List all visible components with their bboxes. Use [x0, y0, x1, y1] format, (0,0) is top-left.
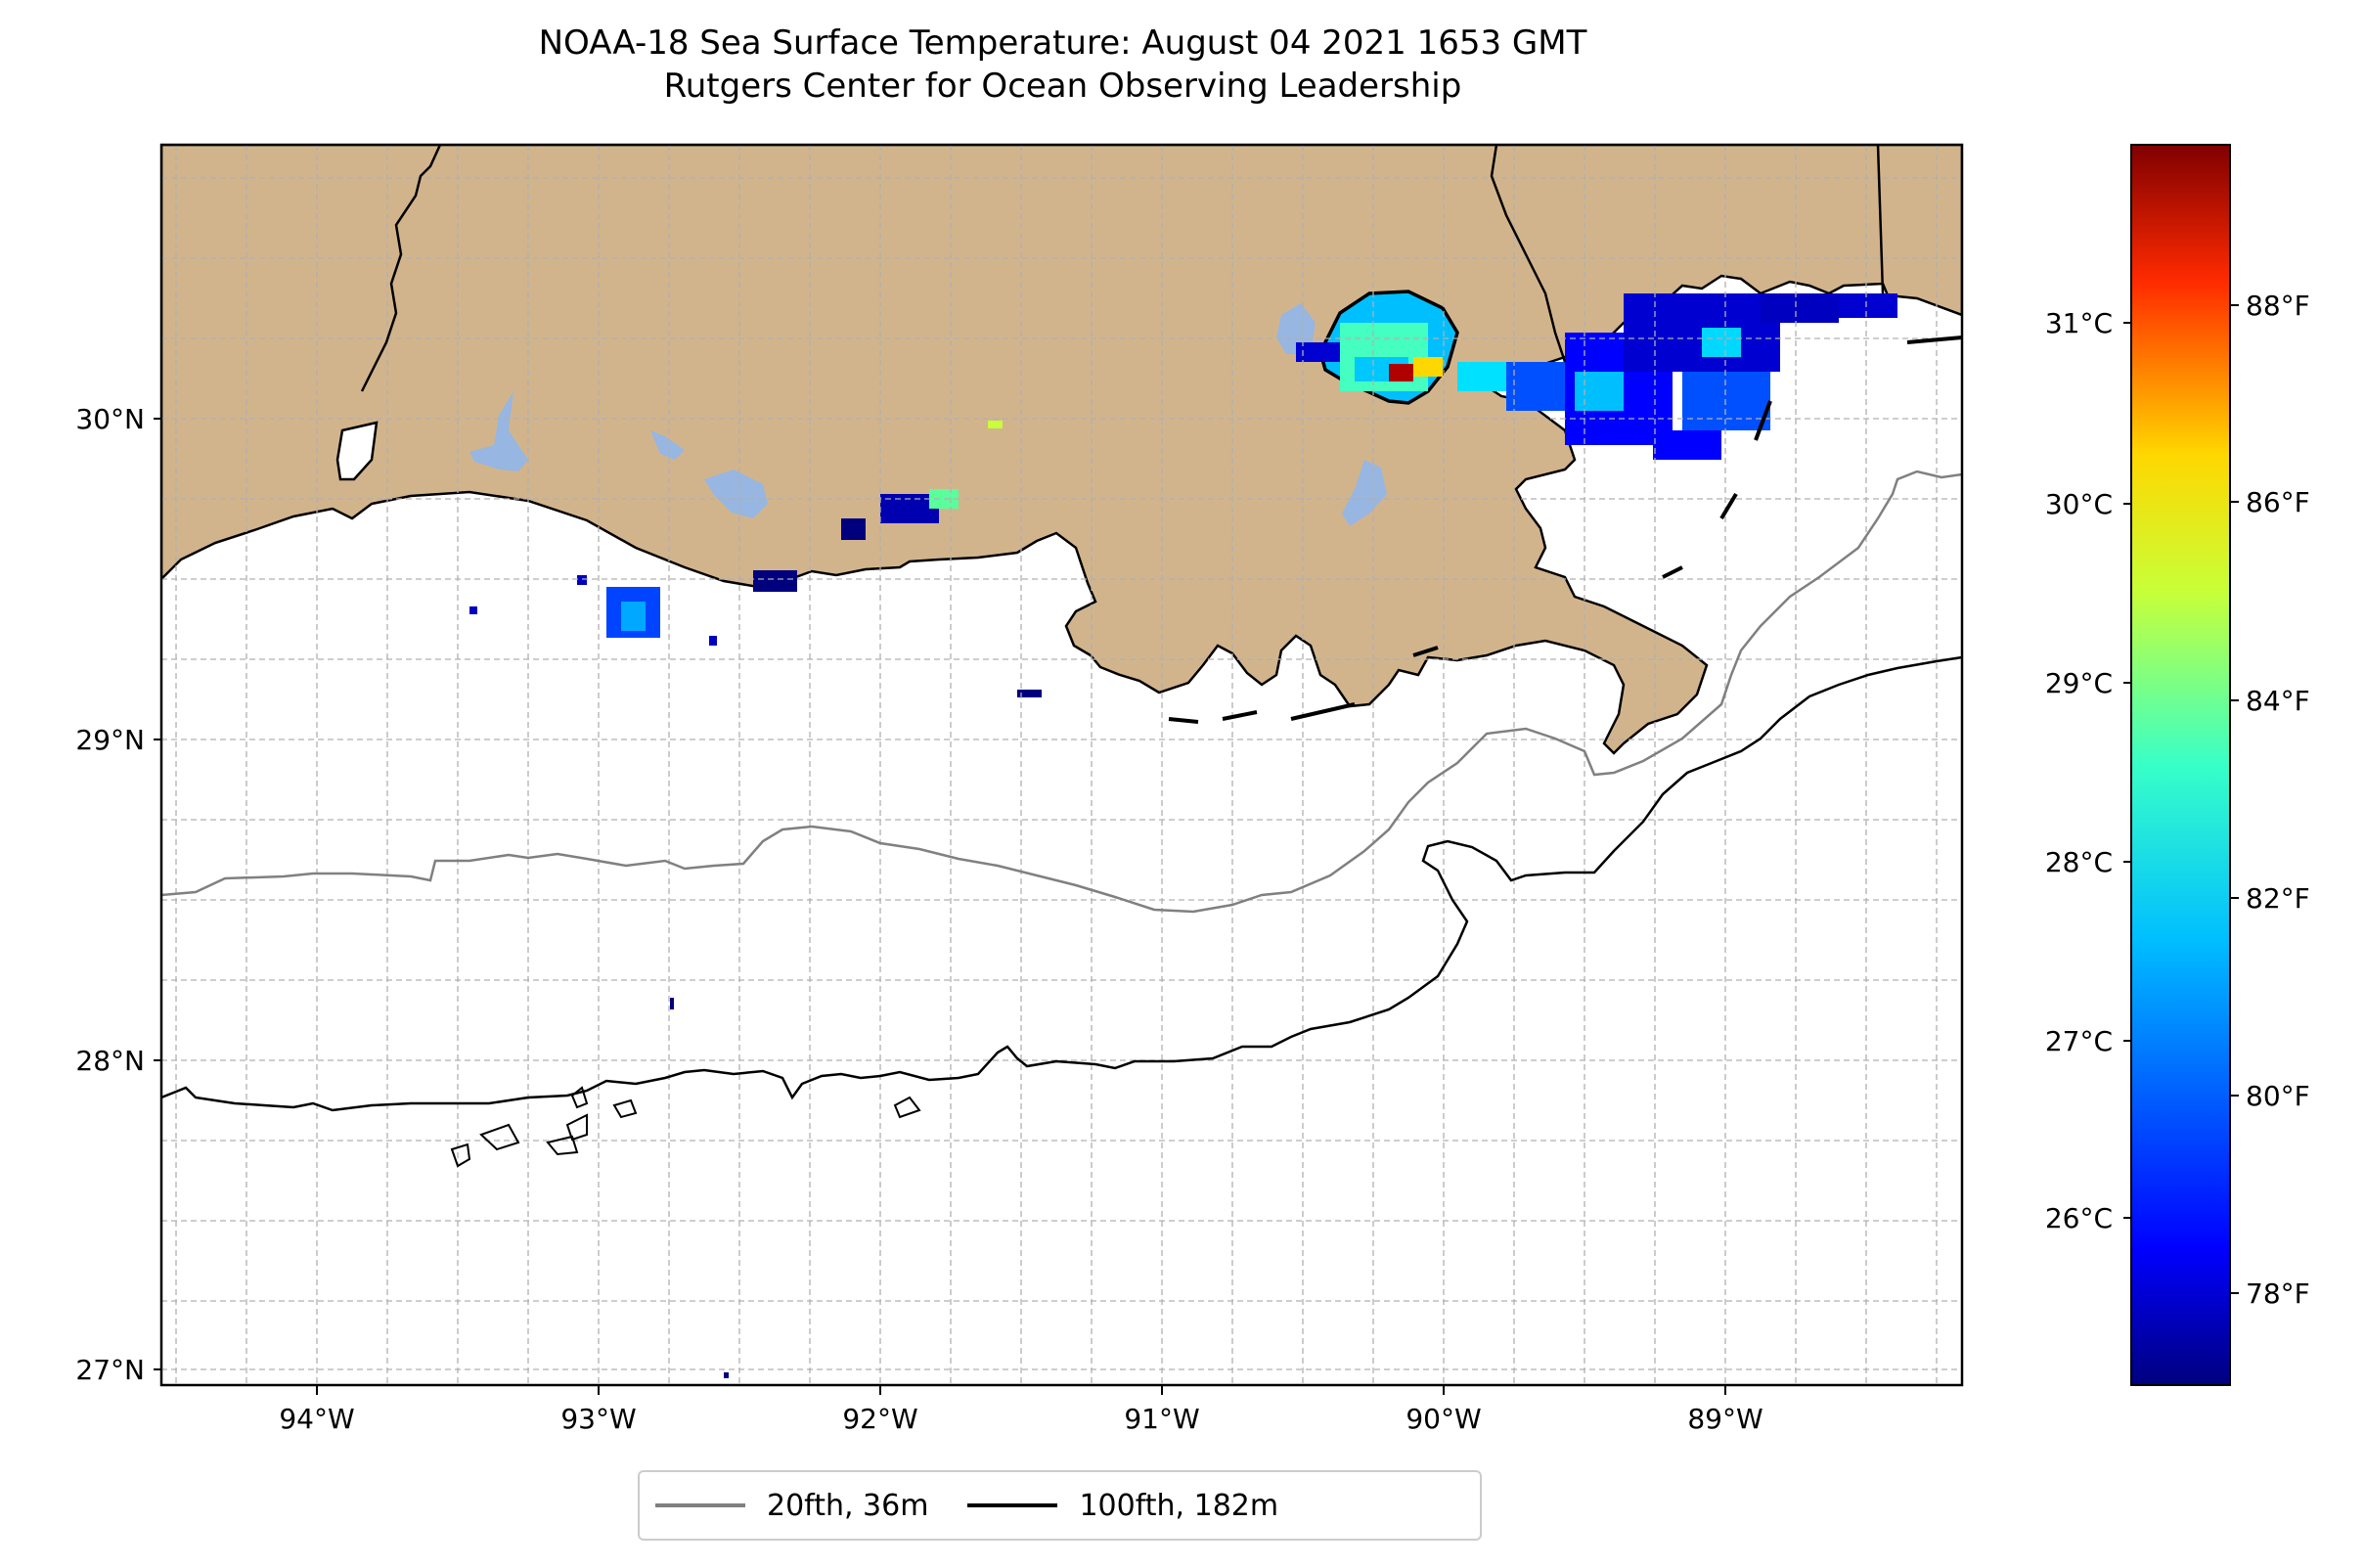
lon-label-92: 92°W [842, 1403, 917, 1435]
legend-line-gray [655, 1503, 745, 1507]
colorbar-f-label: 88°F [2246, 290, 2310, 322]
legend-label: 100fth, 182m [1079, 1488, 1279, 1523]
seamounts [450, 1086, 921, 1168]
colorbar-f-label: 80°F [2246, 1080, 2310, 1112]
colorbar-c-label: 27°C [2045, 1025, 2113, 1057]
barrier-islands [1168, 336, 1962, 724]
lat-axis: 30°N 29°N 28°N 27°N [75, 403, 161, 1386]
title-block: NOAA-18 Sea Surface Temperature: August … [162, 22, 1963, 108]
sst-patches [469, 293, 1897, 1378]
colorbar-c-label: 31°C [2045, 307, 2113, 339]
legend-item-20fth: 20fth, 36m [655, 1489, 928, 1523]
lon-label-89: 89°W [1687, 1403, 1763, 1435]
legend-line-black [967, 1503, 1058, 1507]
map-frame [159, 143, 1964, 1387]
lake [1342, 460, 1387, 526]
lake [469, 391, 528, 471]
legend-label: 20fth, 36m [767, 1488, 929, 1523]
plot-subtitle: Rutgers Center for Ocean Observing Leade… [663, 67, 1462, 106]
colorbar-c-label: 30°C [2045, 488, 2113, 520]
legend-item-100fth: 100fth, 182m [967, 1489, 1278, 1523]
colorbar-f-label: 78°F [2246, 1277, 2310, 1310]
lon-axis: 94°W 93°W 92°W 91°W 90°W 89°W [279, 1385, 1763, 1435]
colorbar-c-label: 26°C [2045, 1202, 2113, 1234]
lat-label-28: 28°N [75, 1045, 145, 1077]
lon-label-90: 90°W [1406, 1403, 1481, 1435]
lat-label-27: 27°N [75, 1354, 145, 1386]
lon-label-94: 94°W [279, 1403, 354, 1435]
colorbar-c-label: 29°C [2045, 667, 2113, 699]
colorbar-c-label: 28°C [2045, 846, 2113, 878]
colorbar-f-label: 86°F [2246, 486, 2310, 518]
isobath-20fth [161, 470, 1962, 914]
colorbar-gradient [2130, 144, 2231, 1386]
lake [704, 470, 768, 518]
colorbar-f-label: 82°F [2246, 882, 2310, 915]
lagoon [335, 421, 379, 481]
plot-title: NOAA-18 Sea Surface Temperature: August … [538, 23, 1587, 63]
isobath-100fth [161, 655, 1962, 1112]
lat-label-30: 30°N [75, 403, 145, 435]
lake [650, 430, 685, 460]
lon-label-93: 93°W [560, 1403, 636, 1435]
legend: 20fth, 36m 100fth, 182m [638, 1470, 1482, 1541]
gridlines [161, 145, 1962, 1385]
colorbar-f-label: 84°F [2246, 685, 2310, 717]
lake [1276, 303, 1316, 354]
colorbar: 31°C 30°C 29°C 28°C 27°C 26°C 88°F 86°F … [2045, 144, 2310, 1386]
state-borders [360, 145, 1885, 392]
lon-label-91: 91°W [1124, 1403, 1199, 1435]
lat-label-29: 29°N [75, 724, 145, 756]
